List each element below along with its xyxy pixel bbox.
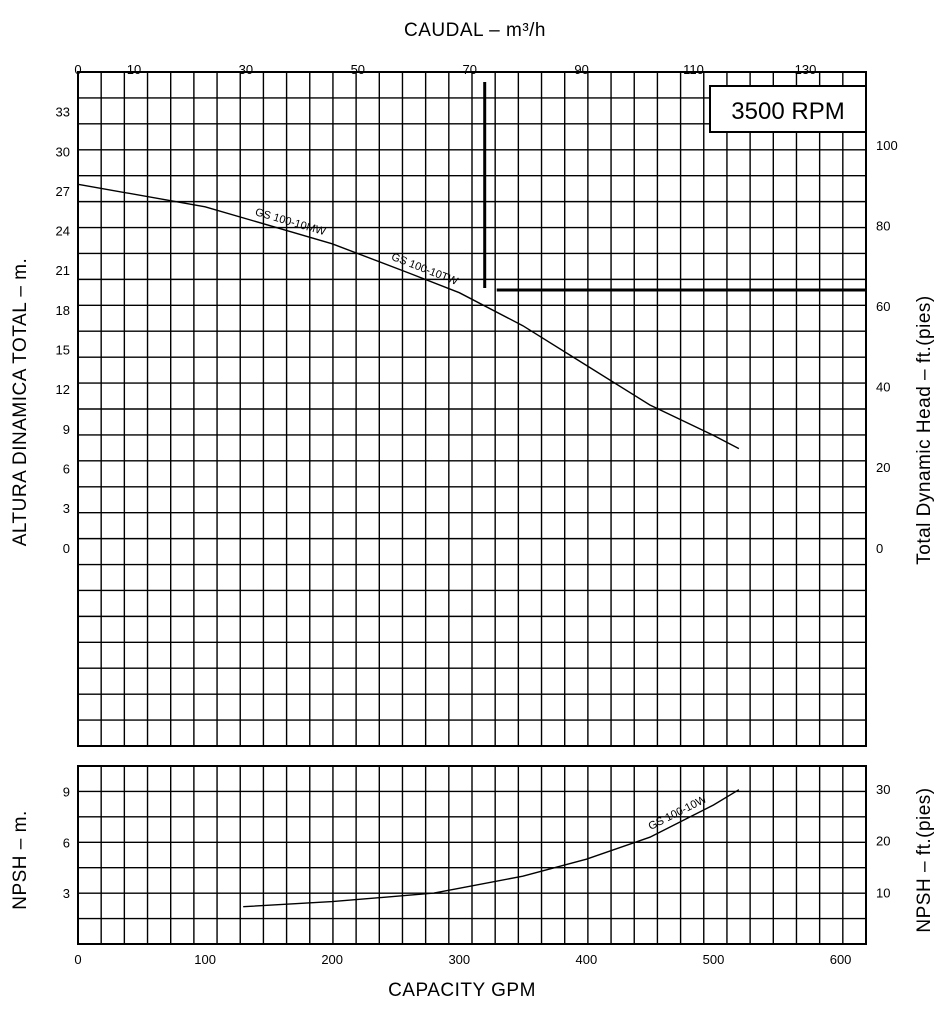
x-tick-gpm: 500: [703, 952, 725, 967]
x-tick-m3h: 110: [683, 62, 704, 77]
rpm-label: 3500 RPM: [731, 98, 844, 125]
x-tick-m3h: 10: [127, 62, 141, 77]
head-y-tick-m: 0: [63, 541, 70, 556]
x-tick-gpm: 100: [194, 952, 216, 967]
head-y-tick-ft: 60: [876, 299, 890, 314]
head-y-tick-m: 9: [63, 422, 70, 437]
x-tick-gpm: 400: [576, 952, 598, 967]
head-left-ylabel: ALTURA DINAMICA TOTAL – m.: [10, 258, 31, 547]
head-y-tick-m: 6: [63, 461, 70, 476]
rpm-box: [709, 85, 867, 133]
npsh-y-tick-m: 3: [63, 886, 70, 901]
top-axis-title: CAUDAL – m³/h: [404, 20, 546, 41]
npsh-left-ylabel: NPSH – m.: [10, 810, 31, 910]
npsh-y-tick-ft: 20: [876, 834, 890, 849]
x-tick-gpm: 200: [321, 952, 343, 967]
head-y-tick-ft: 80: [876, 219, 890, 234]
npsh-y-tick-m: 9: [63, 784, 70, 799]
npsh-y-tick-m: 6: [63, 835, 70, 850]
x-tick-m3h: 70: [462, 62, 476, 77]
npsh-grid-frame: [77, 765, 867, 945]
head-y-tick-ft: 100: [876, 138, 898, 153]
head-y-tick-m: 24: [56, 224, 70, 239]
head-grid-frame: [77, 71, 867, 747]
npsh-curve: [243, 789, 740, 908]
head-y-tick-m: 27: [56, 184, 70, 199]
head-curve: [77, 183, 740, 450]
head-y-tick-m: 33: [56, 105, 70, 120]
npsh-y-tick-ft: 10: [876, 885, 890, 900]
head-right-ylabel: Total Dynamic Head – ft.(pies): [914, 295, 935, 565]
head-y-tick-ft: 0: [876, 541, 883, 556]
x-tick-m3h: 90: [574, 62, 588, 77]
x-tick-gpm: 600: [830, 952, 852, 967]
head-y-tick-ft: 40: [876, 380, 890, 395]
head-y-tick-ft: 20: [876, 460, 890, 475]
x-tick-gpm: 300: [448, 952, 470, 967]
grid-lines: [77, 71, 867, 945]
head-curve-label-mw: GS 100-10MW: [254, 206, 328, 238]
head-y-tick-m: 15: [56, 343, 70, 358]
npsh-y-tick-ft: 30: [876, 782, 890, 797]
x-tick-gpm: 0: [74, 952, 81, 967]
head-y-tick-m: 30: [56, 144, 70, 159]
head-y-tick-m: 12: [56, 382, 70, 397]
head-y-tick-m: 21: [56, 263, 70, 278]
bottom-axis-title: CAPACITY GPM: [388, 980, 536, 1001]
npsh-right-ylabel: NPSH – ft.(pies): [914, 787, 935, 932]
x-tick-m3h: 0: [74, 62, 81, 77]
head-y-tick-m: 18: [56, 303, 70, 318]
x-tick-m3h: 130: [795, 62, 817, 77]
x-tick-m3h: 30: [239, 62, 253, 77]
npsh-curve-label: GS 100-10W: [647, 793, 710, 833]
x-tick-m3h: 50: [351, 62, 365, 77]
head-y-tick-m: 3: [63, 501, 70, 516]
